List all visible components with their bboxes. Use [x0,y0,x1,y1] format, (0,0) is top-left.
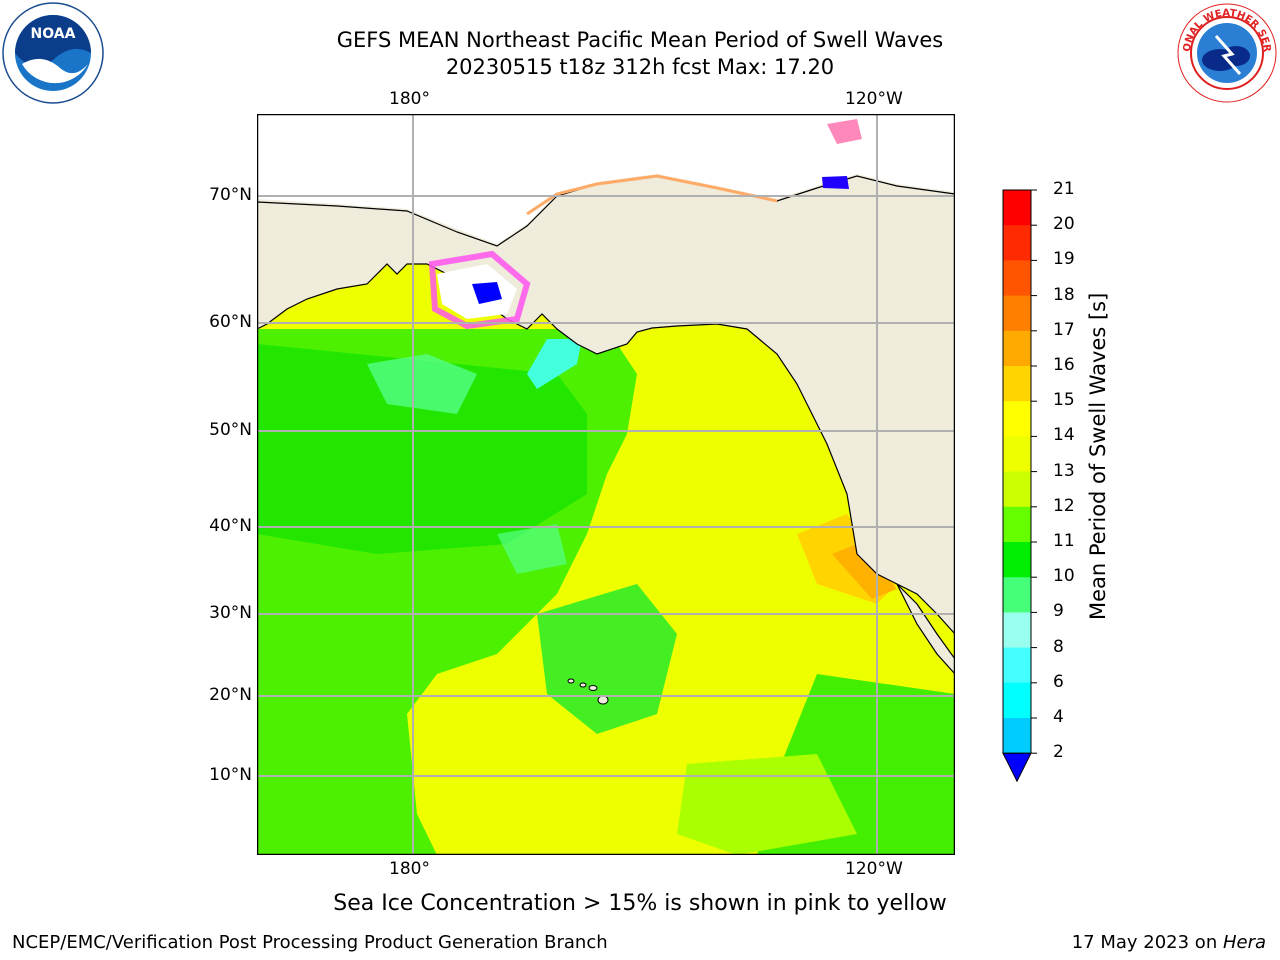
hawaii-islands [567,678,609,705]
sea-bering-arctic [257,114,955,244]
colorbar-band [1003,401,1031,437]
swell-region-orange-dark [832,544,897,599]
lon-label-top-180: 180° [389,89,430,109]
colorbar-tick-label: 8 [1053,636,1064,657]
colorbar-label: Mean Period of Swell Waves [s] [1086,292,1110,620]
colorbar-band [1003,260,1031,297]
colorbar-tick-label: 14 [1053,425,1075,446]
colorbar-tick-label: 10 [1053,566,1075,587]
colorbar-tick-label: 18 [1053,284,1075,305]
colorbar-tick-label: 16 [1053,355,1075,375]
swell-region-cyan [527,339,582,389]
lat-label-60n: 60°N [209,312,252,332]
swell-region-mint [367,354,477,414]
chart-subtitle: 20230515 t18z 312h fcst Max: 17.20 [445,55,835,79]
lat-label-50n: 50°N [209,420,252,440]
lon-label-bottom-120w: 120°W [845,859,903,879]
lat-label-30n: 30°N [209,603,252,623]
sea-ice-note: Sea Ice Concentration > 15% is shown in … [333,891,947,916]
sea-ice-top-blue [822,176,849,189]
colorbar-tick-label: 2 [1053,742,1064,763]
colorbar-tick-label: 9 [1053,601,1064,622]
swell-region-mint-2 [497,524,567,574]
colorbar-tick-label: 11 [1053,531,1075,551]
footer-credit: NCEP/EMC/Verification Post Processing Pr… [12,932,608,953]
colorbar-tick-label: 17 [1053,319,1075,340]
noaa-logo: NOAA [2,2,104,104]
colorbar-band [1003,295,1031,332]
sea-ice-pink [428,250,531,330]
sea-ice-top-pink [827,119,862,144]
lat-label-10n: 10°N [209,765,252,785]
colorbar-tick-label: 13 [1053,460,1075,481]
lat-label-70n: 70°N [209,185,252,205]
colorbar-tick-label: 21 [1053,179,1075,199]
colorbar-tick-label: 12 [1053,495,1075,516]
colorbar-band [1003,190,1031,226]
lon-label-bottom-180: 180° [389,859,430,879]
sea-ice-arctic-edge [526,174,778,216]
nws-logo: NATIONAL WEATHER SERVICE [1176,2,1278,104]
colorbar-band [1003,225,1031,261]
swell-region-lightgreen [677,754,857,855]
colorbar-band [1003,330,1031,367]
colorbar [1002,188,1042,783]
footer-machine: Hera [1222,932,1266,953]
colorbar-band [1003,647,1031,684]
colorbar-band [1003,612,1031,649]
colorbar-extend-triangle [1002,752,1032,783]
colorbar-band [1003,506,1031,543]
lat-label-40n: 40°N [209,516,252,536]
map-panel [257,114,955,855]
colorbar-band [1003,471,1031,508]
colorbar-band [1003,542,1031,578]
colorbar-tick-label: 6 [1053,671,1064,692]
lon-label-top-120w: 120°W [845,89,903,109]
colorbar-band [1003,366,1031,402]
colorbar-band [1003,577,1031,613]
footer-date-text: 17 May 2023 on [1071,932,1223,953]
map-gridlines [257,114,955,855]
footer-date: 17 May 2023 on Hera [1072,932,1266,953]
swell-region-green-northwest [257,344,587,554]
colorbar-tick-label: 15 [1053,390,1075,411]
colorbar-band [1003,682,1031,719]
chart-title: GEFS MEAN Northeast Pacific Mean Period … [336,28,944,52]
colorbar-tick-label: 4 [1053,707,1064,727]
lat-label-20n: 20°N [209,685,252,705]
land-alaska [257,114,955,635]
colorbar-band [1003,718,1031,754]
sea-ice-blue-core [472,282,502,304]
colorbar-tick-label: 20 [1053,214,1075,235]
svg-text:NOAA: NOAA [31,26,76,42]
colorbar-tick-label: 19 [1053,249,1075,270]
colorbar-band [1003,436,1031,473]
